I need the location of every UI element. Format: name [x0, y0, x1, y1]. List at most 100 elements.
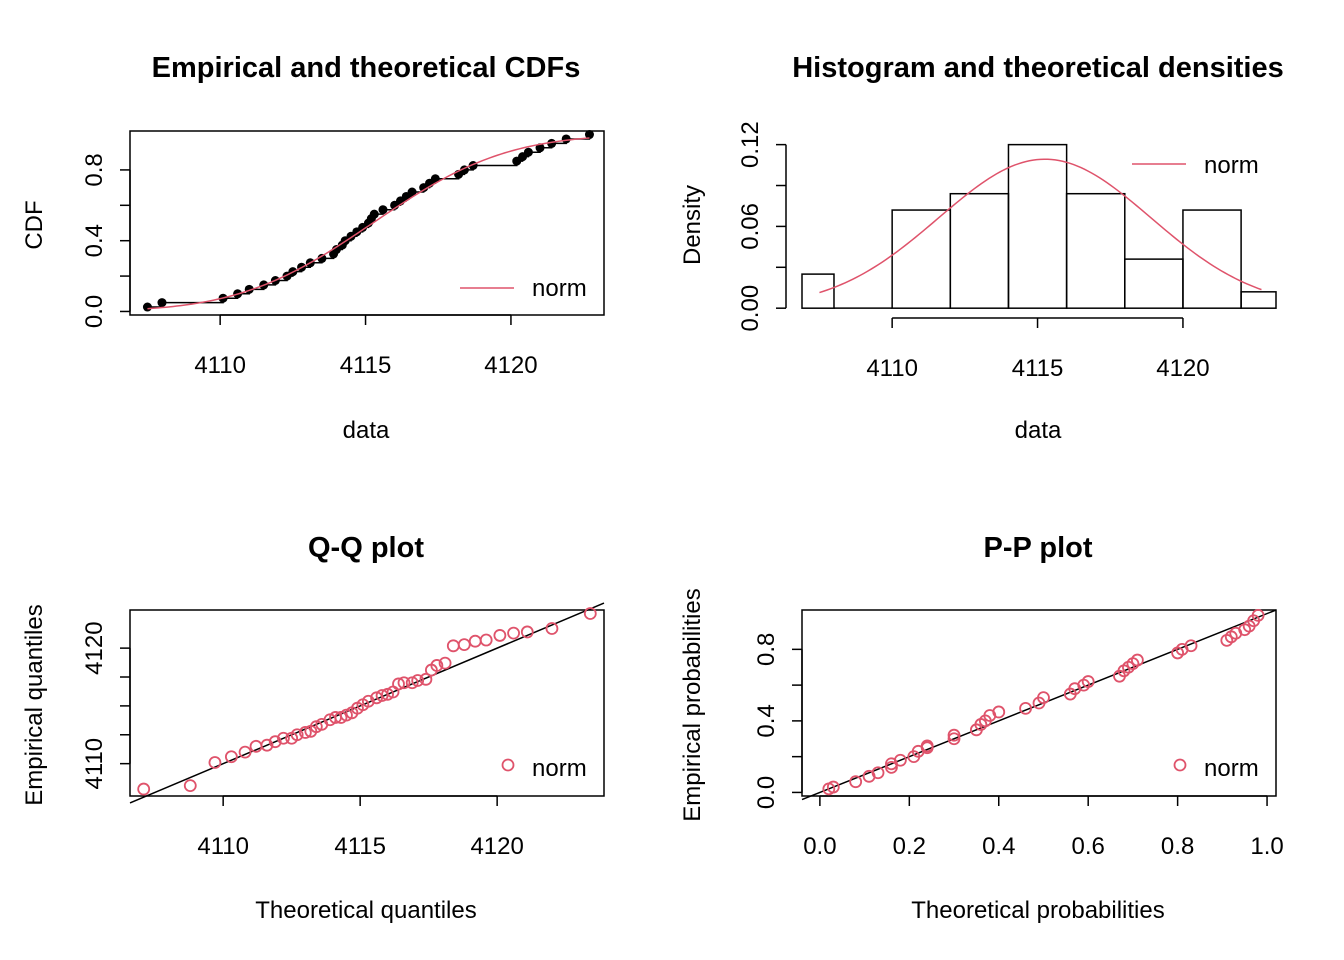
x-tick-label: 0.2: [893, 833, 926, 860]
cdf-title: Empirical and theoretical CDFs: [152, 52, 581, 84]
histogram-plot-area: 4110 4115 4120 0.00 0.06 0.12: [737, 121, 1277, 382]
x-tick-label: 4110: [197, 833, 249, 860]
qq-title: Q-Q plot: [308, 532, 424, 564]
pp-y-axis-label: Empirical probabilities: [679, 588, 706, 821]
qq-point: [361, 694, 375, 708]
y-tick-label: 0.8: [753, 633, 780, 666]
qq-point: [238, 745, 252, 759]
x-tick-label: 0.4: [982, 833, 1015, 860]
histogram-legend-label: norm: [1204, 152, 1259, 179]
pp-x-axis-label: Theoretical probabilities: [911, 897, 1164, 924]
pp-point: [1184, 639, 1198, 653]
qq-point: [277, 731, 290, 745]
pp-legend: norm: [1173, 755, 1259, 782]
qq-point: [493, 629, 507, 642]
pp-plot-area: 0.0 0.2 0.4 0.6 0.8 1.0 0.0 0.4 0.8: [753, 608, 1284, 860]
empirical-cdf-point: [378, 205, 388, 215]
qq-point: [583, 607, 597, 620]
pp-point: [992, 705, 1006, 719]
histogram-bar: [949, 192, 1010, 309]
empirical-cdf-point: [369, 209, 379, 219]
x-tick-label: 4120: [484, 352, 537, 379]
qq-legend-label: norm: [532, 755, 587, 782]
histogram-y-axis-label: Density: [679, 185, 706, 265]
qq-legend: norm: [501, 755, 587, 782]
histogram-legend: norm: [1132, 152, 1259, 179]
y-tick-label: 0.0: [753, 776, 780, 809]
empirical-cdf-point: [523, 147, 533, 157]
empirical-cdf-point: [561, 134, 571, 144]
histogram-bar: [1124, 258, 1184, 309]
empirical-cdf-point: [535, 143, 545, 153]
qq-point: [507, 626, 520, 640]
x-tick-label: 1.0: [1250, 833, 1283, 860]
qq-plot-area: 4110 4115 4120 4110 4120: [81, 602, 605, 860]
x-tick-label: 4115: [340, 352, 392, 379]
empirical-cdf-point: [547, 138, 557, 148]
qq-point: [545, 622, 559, 635]
pp-point: [1037, 691, 1050, 705]
qq-panel: Q-Q plot 4110 4115 4120 4110 4120 Theoretica…: [21, 532, 605, 924]
pp-panel: P-P plot 0.0 0.2 0.4 0.6 0.8 1.0 0.0 0.4 0.8 The…: [679, 532, 1284, 924]
qq-point: [260, 738, 274, 752]
x-tick-label: 0.8: [1161, 833, 1194, 860]
qq-point: [137, 782, 151, 796]
qq-point: [468, 634, 482, 648]
pp-point: [920, 739, 934, 753]
x-tick-label: 4115: [1012, 355, 1064, 382]
y-tick-label: 4110: [81, 738, 108, 790]
qq-point: [419, 672, 433, 686]
cdf-x-axis-label: data: [343, 417, 390, 444]
theoretical-cdf-curve: [147, 137, 590, 310]
y-tick-label: 0.12: [737, 121, 764, 168]
pp-point: [1251, 608, 1265, 622]
pp-point: [1081, 675, 1095, 688]
qq-point: [392, 677, 405, 691]
empirical-cdf-point: [430, 174, 440, 184]
pp-point: [871, 766, 885, 780]
pp-point: [826, 780, 840, 794]
histogram-bar: [801, 273, 835, 309]
empirical-cdf-point: [317, 253, 327, 263]
histogram-bar: [1240, 291, 1277, 309]
histogram-title: Histogram and theoretical densities: [792, 52, 1284, 84]
pp-point: [1019, 701, 1032, 715]
qq-point: [457, 638, 471, 652]
pp-legend-symbol: [1173, 758, 1187, 772]
cdf-panel: Empirical and theoretical CDFs 4110 4115 4…: [21, 52, 605, 444]
y-tick-label: 4120: [81, 621, 108, 674]
qq-point: [438, 656, 452, 670]
qq-point: [208, 756, 222, 769]
histogram-x-axis-label: data: [1015, 417, 1062, 444]
y-tick-label: 0.8: [81, 153, 108, 186]
x-tick-label: 4110: [194, 352, 246, 379]
qq-point: [268, 735, 282, 749]
qq-point: [298, 726, 312, 739]
qq-point: [479, 633, 493, 647]
pp-point: [849, 775, 863, 789]
histogram-bar: [1065, 192, 1126, 309]
qq-x-axis-label: Theoretical quantiles: [255, 897, 476, 924]
pp-point: [893, 753, 907, 767]
qq-point: [183, 779, 197, 793]
empirical-cdf-point: [407, 187, 417, 197]
qq-point: [224, 750, 238, 764]
qq-point: [520, 625, 534, 639]
pp-point: [947, 728, 961, 742]
y-tick-label: 0.06: [737, 203, 764, 250]
qq-point: [411, 674, 425, 687]
pp-point: [885, 760, 898, 774]
y-tick-label: 0.0: [81, 295, 108, 328]
x-tick-label: 0.6: [1072, 833, 1105, 860]
y-tick-label: 0.4: [753, 704, 780, 737]
pp-point: [1130, 653, 1144, 667]
empirical-cdf-point: [584, 130, 594, 140]
qq-y-axis-label: Empirical quantiles: [21, 604, 48, 805]
qq-point: [375, 689, 389, 702]
qq-legend-symbol: [501, 758, 515, 772]
pp-legend-label: norm: [1204, 755, 1259, 782]
x-tick-label: 4120: [1156, 355, 1209, 382]
cdf-y-axis-label: CDF: [21, 200, 48, 249]
cdf-legend: norm: [460, 275, 587, 302]
